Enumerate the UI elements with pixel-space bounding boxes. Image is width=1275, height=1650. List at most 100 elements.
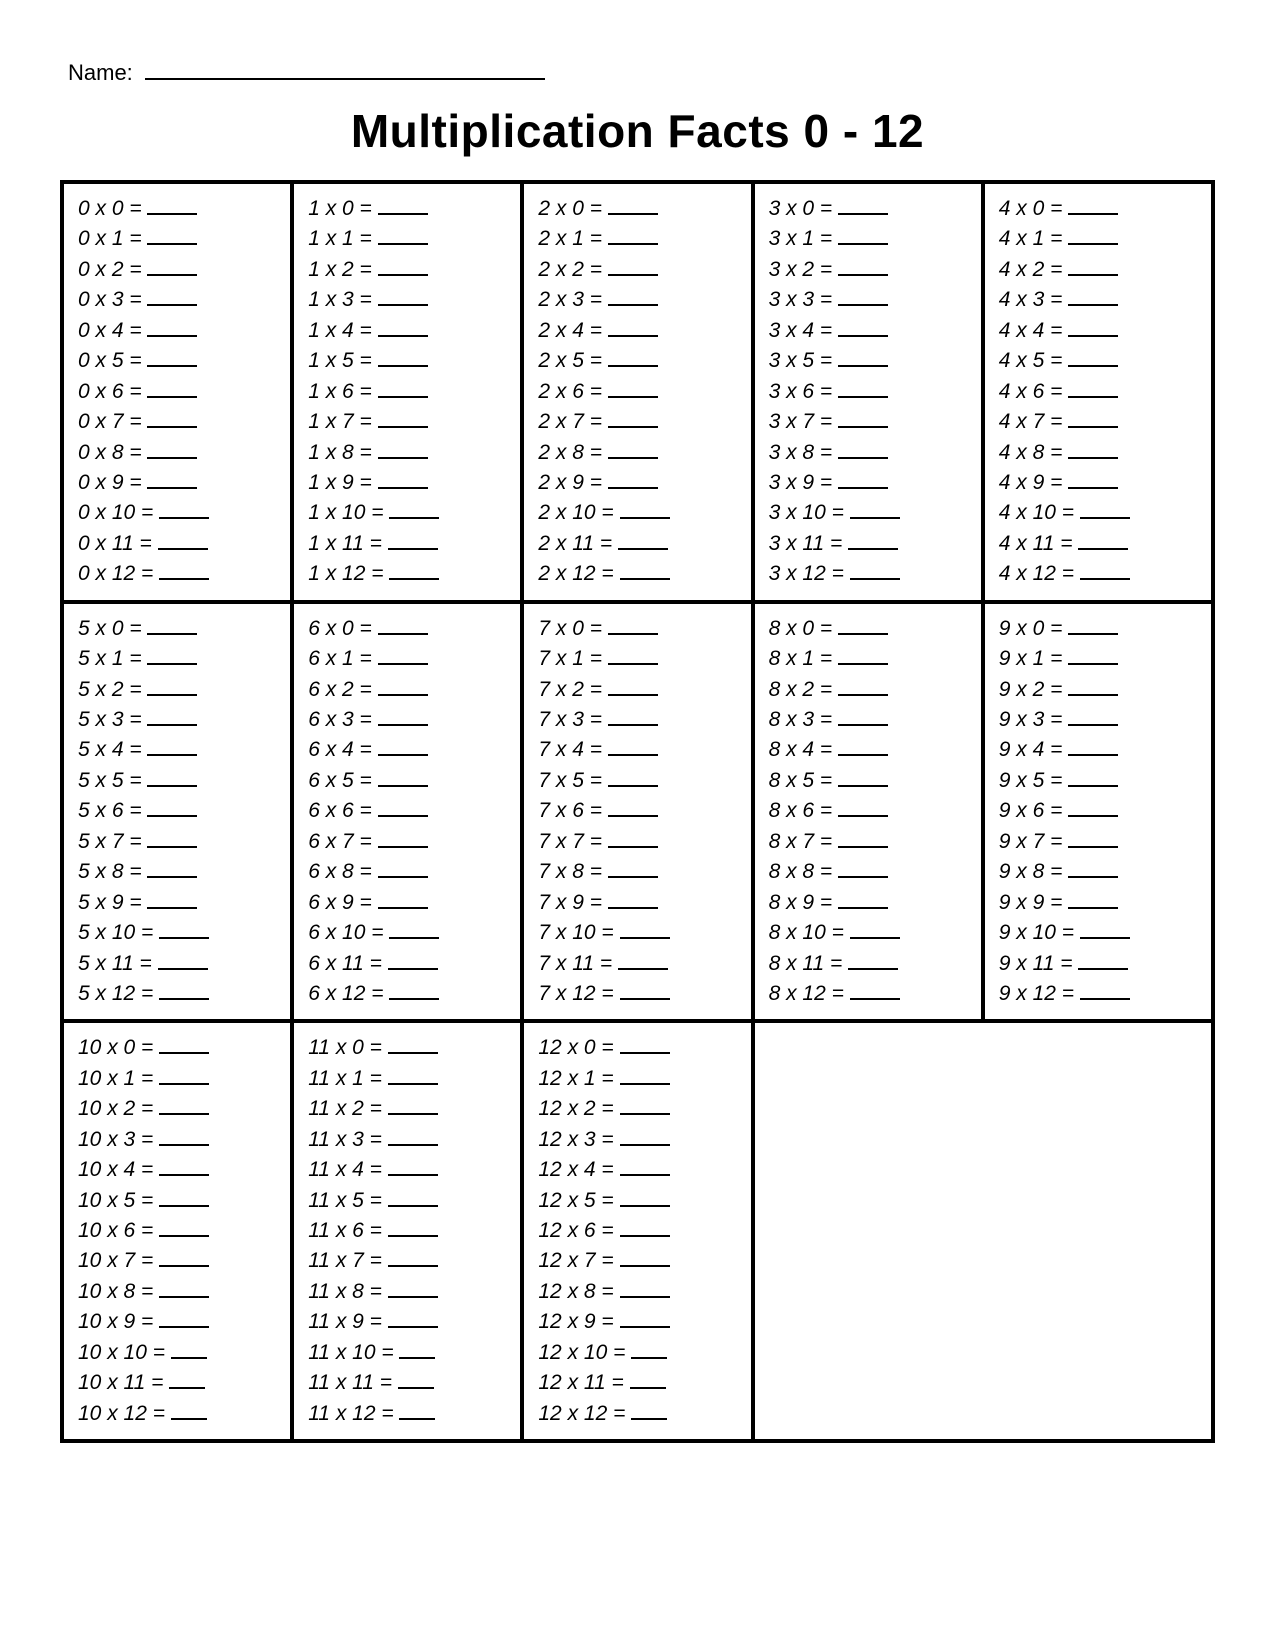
answer-blank[interactable] bbox=[388, 533, 438, 549]
answer-blank[interactable] bbox=[1078, 533, 1128, 549]
answer-blank[interactable] bbox=[1068, 442, 1118, 458]
answer-blank[interactable] bbox=[147, 290, 197, 306]
answer-blank[interactable] bbox=[838, 442, 888, 458]
answer-blank[interactable] bbox=[1068, 618, 1118, 634]
answer-blank[interactable] bbox=[618, 533, 668, 549]
answer-blank[interactable] bbox=[159, 1038, 209, 1054]
answer-blank[interactable] bbox=[378, 290, 428, 306]
answer-blank[interactable] bbox=[631, 1342, 667, 1358]
answer-blank[interactable] bbox=[159, 1282, 209, 1298]
answer-blank[interactable] bbox=[398, 1373, 434, 1389]
answer-blank[interactable] bbox=[838, 320, 888, 336]
answer-blank[interactable] bbox=[608, 892, 658, 908]
answer-blank[interactable] bbox=[378, 442, 428, 458]
answer-blank[interactable] bbox=[838, 710, 888, 726]
answer-blank[interactable] bbox=[147, 801, 197, 817]
answer-blank[interactable] bbox=[378, 740, 428, 756]
answer-blank[interactable] bbox=[388, 1190, 438, 1206]
answer-blank[interactable] bbox=[388, 1221, 438, 1237]
answer-blank[interactable] bbox=[620, 1129, 670, 1145]
answer-blank[interactable] bbox=[159, 1129, 209, 1145]
answer-blank[interactable] bbox=[838, 260, 888, 276]
answer-blank[interactable] bbox=[378, 381, 428, 397]
answer-blank[interactable] bbox=[850, 984, 900, 1000]
answer-blank[interactable] bbox=[608, 771, 658, 787]
answer-blank[interactable] bbox=[1068, 290, 1118, 306]
answer-blank[interactable] bbox=[147, 260, 197, 276]
answer-blank[interactable] bbox=[378, 320, 428, 336]
answer-blank[interactable] bbox=[378, 229, 428, 245]
answer-blank[interactable] bbox=[169, 1373, 205, 1389]
answer-blank[interactable] bbox=[147, 381, 197, 397]
answer-blank[interactable] bbox=[608, 442, 658, 458]
answer-blank[interactable] bbox=[838, 473, 888, 489]
answer-blank[interactable] bbox=[147, 199, 197, 215]
answer-blank[interactable] bbox=[848, 953, 898, 969]
answer-blank[interactable] bbox=[838, 381, 888, 397]
answer-blank[interactable] bbox=[838, 199, 888, 215]
answer-blank[interactable] bbox=[620, 564, 670, 580]
answer-blank[interactable] bbox=[608, 831, 658, 847]
answer-blank[interactable] bbox=[1068, 412, 1118, 428]
answer-blank[interactable] bbox=[1068, 473, 1118, 489]
answer-blank[interactable] bbox=[147, 649, 197, 665]
answer-blank[interactable] bbox=[838, 618, 888, 634]
answer-blank[interactable] bbox=[378, 351, 428, 367]
answer-blank[interactable] bbox=[608, 229, 658, 245]
answer-blank[interactable] bbox=[1068, 260, 1118, 276]
answer-blank[interactable] bbox=[399, 1403, 435, 1419]
answer-blank[interactable] bbox=[1080, 923, 1130, 939]
answer-blank[interactable] bbox=[1068, 679, 1118, 695]
answer-blank[interactable] bbox=[608, 199, 658, 215]
answer-blank[interactable] bbox=[608, 260, 658, 276]
answer-blank[interactable] bbox=[1068, 740, 1118, 756]
answer-blank[interactable] bbox=[388, 1312, 438, 1328]
answer-blank[interactable] bbox=[378, 710, 428, 726]
answer-blank[interactable] bbox=[147, 740, 197, 756]
answer-blank[interactable] bbox=[378, 649, 428, 665]
answer-blank[interactable] bbox=[378, 831, 428, 847]
answer-blank[interactable] bbox=[171, 1403, 207, 1419]
answer-blank[interactable] bbox=[147, 831, 197, 847]
answer-blank[interactable] bbox=[388, 1038, 438, 1054]
answer-blank[interactable] bbox=[620, 1282, 670, 1298]
answer-blank[interactable] bbox=[147, 229, 197, 245]
answer-blank[interactable] bbox=[1080, 503, 1130, 519]
answer-blank[interactable] bbox=[147, 771, 197, 787]
answer-blank[interactable] bbox=[388, 1099, 438, 1115]
answer-blank[interactable] bbox=[620, 503, 670, 519]
answer-blank[interactable] bbox=[147, 442, 197, 458]
answer-blank[interactable] bbox=[620, 1068, 670, 1084]
answer-blank[interactable] bbox=[1068, 771, 1118, 787]
answer-blank[interactable] bbox=[158, 533, 208, 549]
answer-blank[interactable] bbox=[620, 1190, 670, 1206]
answer-blank[interactable] bbox=[608, 649, 658, 665]
answer-blank[interactable] bbox=[159, 1160, 209, 1176]
answer-blank[interactable] bbox=[608, 710, 658, 726]
answer-blank[interactable] bbox=[159, 1190, 209, 1206]
answer-blank[interactable] bbox=[147, 412, 197, 428]
answer-blank[interactable] bbox=[1068, 710, 1118, 726]
answer-blank[interactable] bbox=[159, 503, 209, 519]
answer-blank[interactable] bbox=[631, 1403, 667, 1419]
answer-blank[interactable] bbox=[608, 679, 658, 695]
answer-blank[interactable] bbox=[838, 892, 888, 908]
answer-blank[interactable] bbox=[378, 260, 428, 276]
answer-blank[interactable] bbox=[620, 1312, 670, 1328]
answer-blank[interactable] bbox=[389, 923, 439, 939]
answer-blank[interactable] bbox=[388, 1129, 438, 1145]
answer-blank[interactable] bbox=[620, 1160, 670, 1176]
answer-blank[interactable] bbox=[1080, 984, 1130, 1000]
answer-blank[interactable] bbox=[147, 710, 197, 726]
answer-blank[interactable] bbox=[1068, 199, 1118, 215]
answer-blank[interactable] bbox=[1068, 229, 1118, 245]
answer-blank[interactable] bbox=[389, 984, 439, 1000]
answer-blank[interactable] bbox=[838, 679, 888, 695]
answer-blank[interactable] bbox=[399, 1342, 435, 1358]
answer-blank[interactable] bbox=[159, 923, 209, 939]
answer-blank[interactable] bbox=[850, 503, 900, 519]
answer-blank[interactable] bbox=[1068, 831, 1118, 847]
answer-blank[interactable] bbox=[378, 473, 428, 489]
answer-blank[interactable] bbox=[389, 564, 439, 580]
answer-blank[interactable] bbox=[158, 953, 208, 969]
